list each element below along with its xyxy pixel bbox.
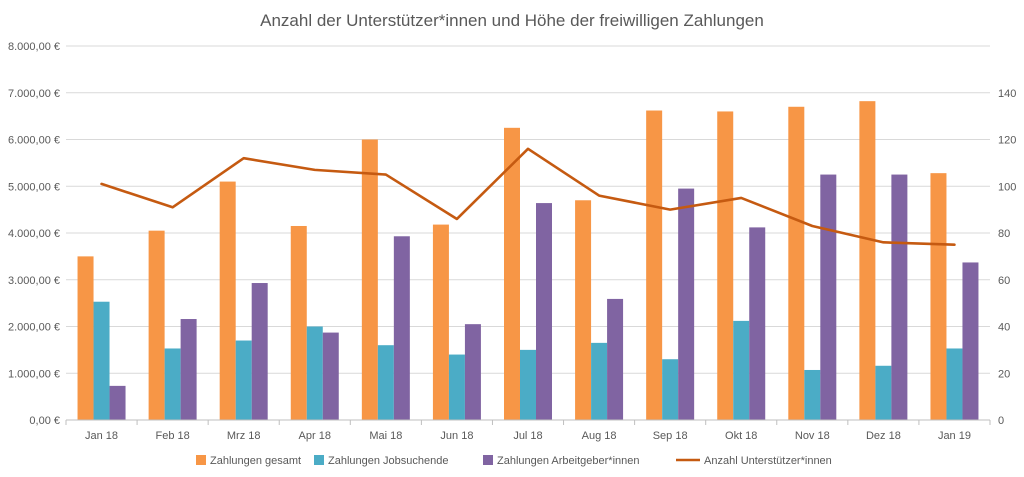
y-left-tick-label: 8.000,00 €: [8, 41, 60, 53]
y-right-tick-label: 40: [998, 322, 1010, 334]
legend-label: Zahlungen Jobsuchende: [328, 455, 448, 467]
legend-label: Anzahl Unterstützer*innen: [704, 455, 832, 467]
bar-zahlungen-jobsuchende: [520, 349, 536, 420]
x-tick-label: Okt 18: [725, 430, 757, 442]
line-anzahl-unterstuetzer: [100, 147, 956, 246]
bar-zahlungen-gesamt: [432, 224, 449, 420]
x-tick-label: Feb 18: [155, 430, 189, 442]
x-tick-label: Mrz 18: [227, 430, 261, 442]
bar-zahlungen-arbeitgeber-innen: [749, 227, 766, 420]
x-tick-label: Aug 18: [582, 430, 617, 442]
legend-label: Zahlungen gesamt: [210, 455, 301, 467]
bar-zahlungen-arbeitgeber-innen: [464, 324, 481, 420]
bar-zahlungen-jobsuchende: [875, 365, 892, 420]
y-left-tick-label: 4.000,00 €: [8, 228, 60, 240]
bar-zahlungen-gesamt: [717, 111, 734, 420]
y-right-tick-label: 100: [998, 181, 1016, 193]
x-tick-label: Jun 18: [440, 430, 473, 442]
y-left-tick-label: 3.000,00 €: [8, 275, 60, 287]
bar-zahlungen-arbeitgeber-innen: [393, 236, 410, 420]
bar-zahlungen-jobsuchende: [591, 342, 608, 420]
bar-zahlungen-arbeitgeber-innen: [322, 332, 339, 420]
bar-zahlungen-gesamt: [930, 173, 947, 420]
bar-zahlungen-jobsuchende: [804, 369, 821, 420]
bar-zahlungen-gesamt: [575, 200, 592, 420]
bar-zahlungen-gesamt: [788, 106, 805, 421]
bar-zahlungen-arbeitgeber-innen: [607, 298, 624, 420]
y-left-tick-label: 2.000,00 €: [8, 322, 60, 334]
bar-zahlungen-arbeitgeber-innen: [678, 188, 695, 420]
bar-zahlungen-arbeitgeber-innen: [180, 319, 197, 420]
x-tick-label: Apr 18: [299, 430, 331, 442]
axes: 0,00 € 1.000,00 € 2.000,00 € 3.000,00 € 4.00…: [8, 41, 1016, 442]
bar-zahlungen-gesamt: [646, 110, 663, 420]
legend-swatch: [314, 455, 324, 465]
y-right-tick-label: 80: [998, 228, 1010, 240]
bar-zahlungen-arbeitgeber-innen: [891, 174, 908, 420]
y-left-tick-label: 6.000,00 €: [8, 135, 60, 147]
bar-zahlungen-jobsuchende: [662, 359, 679, 420]
bar-zahlungen-gesamt: [290, 225, 307, 420]
bar-zahlungen-jobsuchende: [164, 348, 181, 420]
x-tick-label: Nov 18: [795, 430, 830, 442]
bar-zahlungen-arbeitgeber-innen: [109, 385, 126, 420]
bar-zahlungen-gesamt: [77, 256, 94, 420]
y-right-tick-label: 0: [998, 415, 1004, 427]
y-left-tick-label: 7.000,00 €: [8, 88, 60, 100]
bar-zahlungen-jobsuchende: [306, 326, 323, 420]
bars: [77, 101, 979, 421]
bar-zahlungen-jobsuchende: [377, 345, 394, 420]
bar-zahlungen-gesamt: [219, 181, 236, 420]
legend-swatch: [483, 455, 493, 465]
bar-zahlungen-jobsuchende: [235, 340, 252, 420]
y-right-tick-label: 120: [998, 135, 1016, 147]
y-right-tick-label: 60: [998, 275, 1010, 287]
y-right-tick-label: 20: [998, 368, 1010, 380]
legend-swatch: [196, 455, 206, 465]
y-left-tick-label: 5.000,00 €: [8, 181, 60, 193]
x-tick-label: Jan 19: [938, 430, 971, 442]
y-left-tick-label: 0,00 €: [29, 415, 60, 427]
bar-zahlungen-gesamt: [859, 101, 876, 420]
bar-zahlungen-arbeitgeber-innen: [251, 283, 268, 420]
x-tick-label: Dez 18: [866, 430, 901, 442]
grid-lines: [66, 45, 990, 374]
bar-zahlungen-gesamt: [504, 127, 520, 420]
bar-zahlungen-gesamt: [148, 230, 165, 420]
bar-zahlungen-gesamt: [361, 139, 378, 420]
legend-label: Zahlungen Arbeitgeber*innen: [497, 455, 640, 467]
legend: Zahlungen gesamt Zahlungen Jobsuchende Zah…: [196, 455, 832, 467]
bar-zahlungen-jobsuchende: [93, 301, 110, 420]
bar-zahlungen-arbeitgeber-innen: [536, 203, 552, 420]
x-tick-label: Jan 18: [85, 430, 118, 442]
line-series: [100, 147, 956, 246]
x-tick-label: Jul 18: [513, 430, 542, 442]
chart-title: Anzahl der Unterstützer*innen und Höhe d…: [260, 11, 764, 30]
x-tick-label: Mai 18: [369, 430, 402, 442]
bar-zahlungen-jobsuchende: [448, 354, 465, 420]
bar-zahlungen-arbeitgeber-innen: [962, 262, 979, 420]
y-right-tick-label: 140: [998, 88, 1016, 100]
bar-zahlungen-jobsuchende: [733, 320, 750, 420]
y-left-tick-label: 1.000,00 €: [8, 368, 60, 380]
x-tick-label: Sep 18: [653, 430, 688, 442]
bar-zahlungen-jobsuchende: [946, 348, 963, 420]
bar-zahlungen-arbeitgeber-innen: [820, 174, 837, 420]
